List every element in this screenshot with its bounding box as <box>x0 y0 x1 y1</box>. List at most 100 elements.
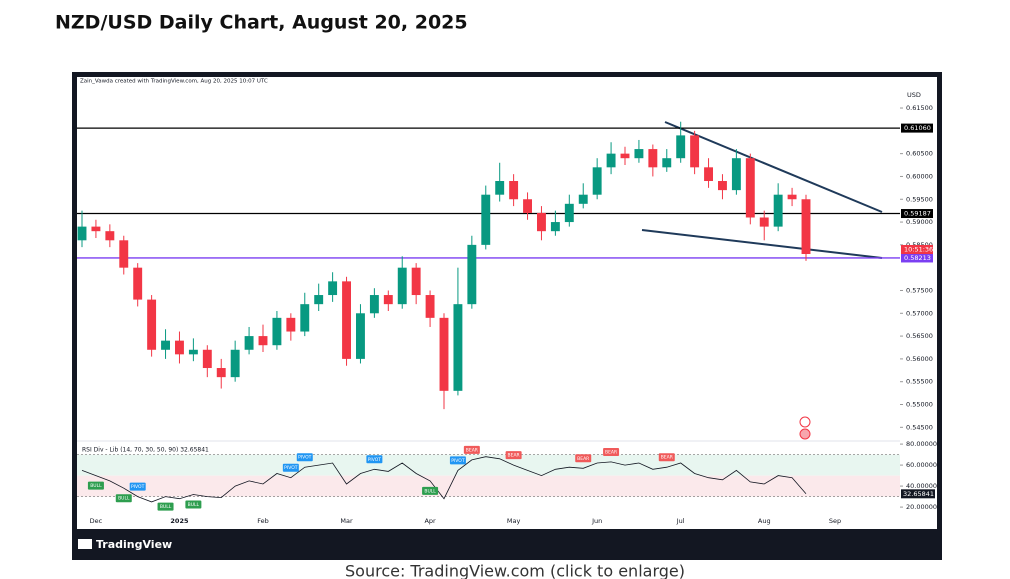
watermark: Zain_Vawda created with TradingView.com,… <box>80 79 268 85</box>
candle-body <box>105 231 115 241</box>
countdown: 10:51:36 <box>904 245 933 253</box>
rsi-signal: PIVOT <box>298 455 312 461</box>
candle-body <box>147 299 157 350</box>
candle-body <box>425 295 435 318</box>
candle-body <box>704 167 713 182</box>
rsi-signal-box <box>115 494 132 503</box>
rsi-signal-box <box>603 447 620 456</box>
candle-body <box>300 304 310 332</box>
candle-body <box>731 158 741 191</box>
rsi-tick-label: 80.00000 <box>906 440 937 448</box>
candle-body <box>453 304 463 391</box>
candle-body <box>119 240 129 268</box>
brand: TradingView <box>96 538 172 551</box>
rsi-signal: BULL <box>118 496 130 502</box>
candle-body <box>718 181 727 191</box>
candle-body <box>801 199 811 254</box>
rsi-tick-label: 60.00000 <box>906 461 937 469</box>
x-tick-label: Sep <box>829 517 841 525</box>
candle-body <box>690 135 700 168</box>
candle-body <box>161 340 170 350</box>
currency: USD <box>907 91 921 99</box>
candle-body <box>91 226 101 232</box>
candle-body <box>745 158 755 218</box>
x-tick-label: Mar <box>340 517 353 525</box>
rsi-band-lower <box>77 475 900 497</box>
y-tick-label: 0.59500 <box>906 195 933 203</box>
x-tick-label: Apr <box>424 517 436 525</box>
candle-body <box>133 267 143 300</box>
y-tick-label: 0.55000 <box>906 401 933 409</box>
candle-body <box>188 349 198 355</box>
candle-body <box>216 368 226 378</box>
candle-body <box>787 194 797 200</box>
flag-icon <box>799 428 811 440</box>
candle-body <box>383 295 393 305</box>
rsi-signal-box <box>157 502 174 511</box>
event-icon <box>799 416 811 428</box>
trendline <box>664 121 883 213</box>
level-label: 0.58213 <box>904 254 931 262</box>
x-tick-label: May <box>507 517 521 525</box>
candle-body <box>467 244 477 305</box>
rsi-signal: PIVOT <box>368 457 382 463</box>
rsi-line <box>81 456 807 503</box>
candle-body <box>397 267 407 305</box>
rsi-signal: PIVOT <box>284 465 298 471</box>
y-tick-label: 0.56500 <box>906 332 933 340</box>
candle-body <box>244 336 254 350</box>
y-tick-label: 0.55500 <box>906 378 933 386</box>
candle-body <box>342 281 351 359</box>
candle-body <box>662 158 672 168</box>
rsi-signal-box <box>463 445 480 454</box>
brand-logo <box>78 539 92 549</box>
y-tick-label: 0.60500 <box>906 150 933 158</box>
rsi-signal-box <box>575 454 592 463</box>
rsi-last-box <box>901 489 935 499</box>
rsi-tick-label: 20.00000 <box>906 503 937 511</box>
candle-body <box>272 317 282 346</box>
candle-body <box>495 181 505 195</box>
level-label-box <box>901 209 933 219</box>
candle-body <box>314 295 324 305</box>
rsi-signal: BULL <box>160 504 172 510</box>
y-tick-label: 0.56000 <box>906 355 933 363</box>
candle-body <box>328 281 338 296</box>
y-tick-label: 0.54500 <box>906 423 933 431</box>
y-tick-label: 0.60000 <box>906 172 933 180</box>
rsi-signal: PIVOT <box>451 458 465 464</box>
rsi-signal-box <box>505 451 522 460</box>
rsi-signal-box <box>129 482 146 491</box>
rsi-signal: BEAR <box>508 453 520 459</box>
rsi-signal-box <box>658 453 675 462</box>
candle-body <box>230 349 240 378</box>
candle-body <box>620 153 630 159</box>
x-tick-label: 2025 <box>170 517 189 525</box>
rsi-band-upper <box>77 454 900 476</box>
candle-body <box>286 317 296 332</box>
candle-body <box>258 336 268 346</box>
rsi-last-label: 32.65841 <box>903 490 934 498</box>
level-label: 0.59187 <box>904 210 931 218</box>
candle-body <box>578 194 588 204</box>
chart-title: NZD/USD Daily Chart, August 20, 2025 <box>55 12 468 34</box>
rsi-title: RSI Div - Lib (14, 70, 30, 50, 90) 32.65… <box>82 447 209 454</box>
level-label-box <box>901 123 933 133</box>
rsi-signal: BULL <box>90 483 102 489</box>
candle-body <box>564 203 574 223</box>
trendline <box>641 229 883 259</box>
y-tick-label: 0.59000 <box>906 218 933 226</box>
candle-body <box>759 217 769 227</box>
x-tick-label: Dec <box>90 517 103 525</box>
rsi-signal: BEAR <box>466 447 478 453</box>
price-box <box>901 244 933 254</box>
level-label-box <box>901 253 933 263</box>
rsi-signal: PIVOT <box>131 484 145 490</box>
x-tick-label: Jul <box>676 517 685 525</box>
rsi-signal-box <box>422 486 439 495</box>
y-tick-label: 0.57500 <box>906 286 933 294</box>
candle-body <box>523 199 532 213</box>
rsi-signal: BULL <box>188 502 200 508</box>
